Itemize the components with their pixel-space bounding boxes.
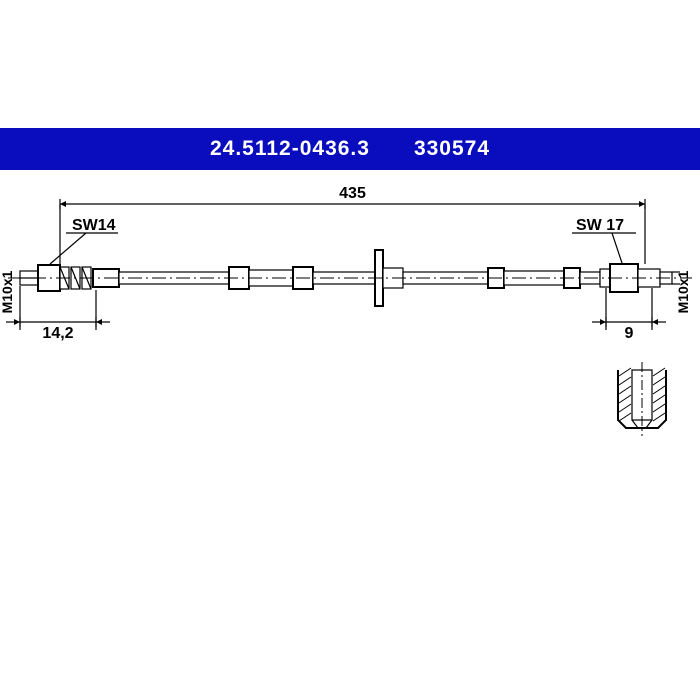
svg-text:9: 9	[625, 325, 634, 342]
svg-text:M10x1: M10x1	[0, 270, 15, 313]
technical-drawing: 435 14,2 9 M10x1 M10x1 SW14 SW 17	[0, 0, 700, 700]
svg-text:M10x1: M10x1	[675, 270, 691, 313]
svg-text:SW 17: SW 17	[576, 217, 624, 234]
svg-text:14,2: 14,2	[42, 325, 73, 342]
svg-text:435: 435	[339, 185, 366, 202]
svg-text:SW14: SW14	[72, 217, 116, 234]
